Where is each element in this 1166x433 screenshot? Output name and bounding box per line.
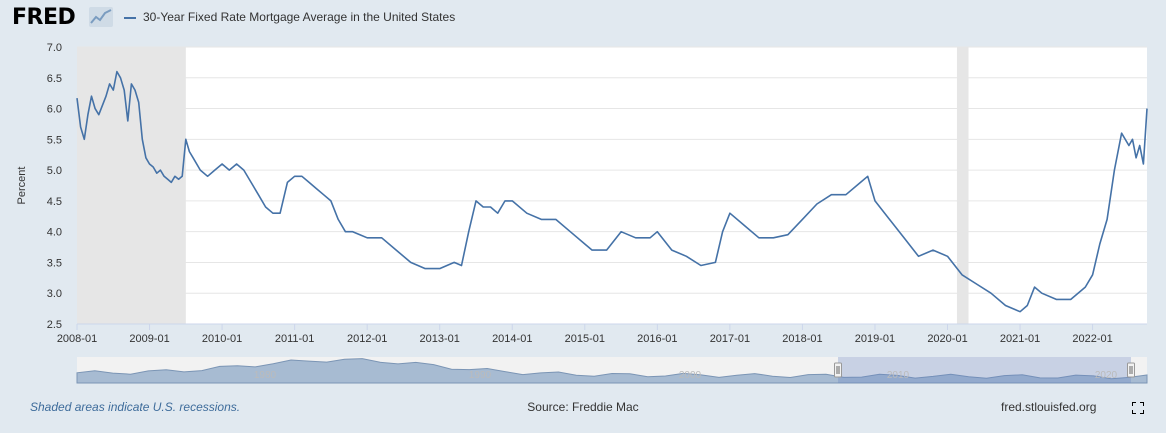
recession-band-2 — [956, 47, 969, 324]
x-tick-label: 2009-01 — [129, 333, 169, 345]
y-tick-label: 6.0 — [47, 104, 62, 116]
y-tick-label: 2.5 — [47, 319, 62, 331]
y-tick-label: 4.5 — [47, 196, 62, 208]
recession-band-1 — [77, 47, 186, 324]
chart-header: FRED 30-Year Fixed Rate Mortgage Average… — [0, 0, 1166, 38]
x-tick-label: 2022-01 — [1072, 333, 1112, 345]
recession-note: Shaded areas indicate U.S. recessions. — [30, 400, 241, 414]
y-tick-label: 3.5 — [47, 257, 62, 269]
x-tick-label: 2018-01 — [782, 333, 822, 345]
x-tick-label: 2014-01 — [492, 333, 532, 345]
y-axis-label: Percent — [16, 167, 28, 205]
navigator-selection — [838, 357, 1131, 383]
x-tick-label: 2008-01 — [57, 333, 97, 345]
navigator-left-handle[interactable] — [834, 362, 842, 378]
navigator-tick-label: 2000 — [679, 370, 702, 381]
x-tick-label: 2015-01 — [565, 333, 605, 345]
y-tick-label: 3.0 — [47, 288, 62, 300]
y-tick-label: 4.0 — [47, 227, 62, 239]
x-tick-label: 2019-01 — [855, 333, 895, 345]
x-tick-label: 2011-01 — [275, 333, 315, 345]
y-tick-label: 5.0 — [47, 165, 62, 177]
navigator-tick-label: 1980 — [254, 370, 277, 381]
fullscreen-icon[interactable] — [1132, 402, 1144, 414]
fred-logo[interactable]: FRED — [12, 5, 76, 30]
x-tick-label: 2021-01 — [1000, 333, 1040, 345]
legend-swatch — [124, 17, 136, 19]
x-tick-label: 2017-01 — [710, 333, 750, 345]
navigator-right-handle[interactable] — [1127, 362, 1135, 378]
navigator-tick-label: 2010 — [887, 370, 910, 381]
plot-area — [77, 47, 1147, 324]
legend-series-title[interactable]: 30-Year Fixed Rate Mortgage Average in t… — [143, 10, 456, 24]
x-tick-label: 2010-01 — [202, 333, 242, 345]
chart-svg: 2.5 3.0 3.5 4.0 4.5 5.0 5.5 6.0 6.5 7.0 2008-01 200… — [16, 42, 1148, 384]
navigator-tick-label: 1990 — [469, 370, 492, 381]
chart-line-icon — [89, 7, 113, 27]
y-tick-label: 7.0 — [47, 42, 62, 54]
x-tick-label: 2016-01 — [637, 333, 677, 345]
y-tick-label: 5.5 — [47, 134, 62, 146]
x-tick-label: 2012-01 — [347, 333, 387, 345]
x-tick-label: 2020-01 — [927, 333, 967, 345]
navigator-tick-label: 2020 — [1095, 370, 1118, 381]
source-credit: Source: Freddie Mac — [527, 400, 639, 414]
y-tick-label: 6.5 — [47, 73, 62, 85]
navigator-series-area — [76, 358, 1148, 384]
x-tick-label: 2013-01 — [420, 333, 460, 345]
series-line-mortgage-rate — [76, 70, 1148, 313]
fred-site-link[interactable]: fred.stlouisfed.org — [1001, 400, 1097, 414]
